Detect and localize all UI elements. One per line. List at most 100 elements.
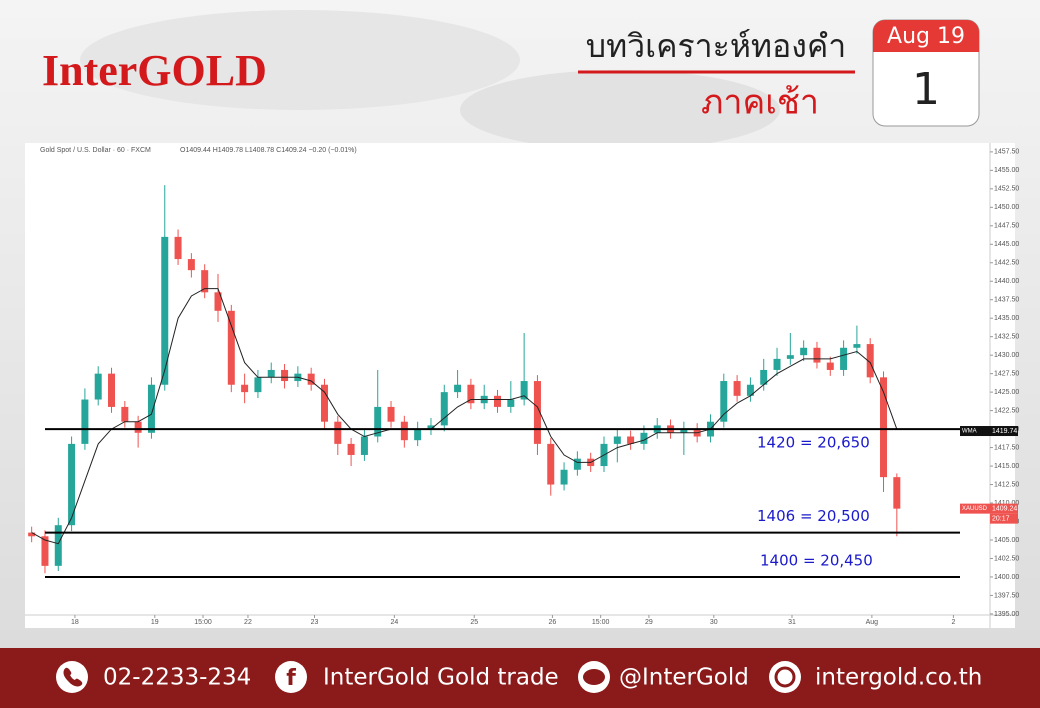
x-tick-label: 15:00	[194, 619, 212, 626]
phone-icon	[56, 661, 88, 693]
candle-body	[866, 344, 874, 378]
calendar-month: Aug 19	[887, 24, 965, 49]
candle-body	[41, 536, 49, 566]
price-tag	[960, 503, 1018, 514]
chart: Gold Spot / U.S. Dollar · 60 · FXCM O1409…	[25, 143, 1019, 628]
candle-body	[547, 443, 555, 485]
candle-body	[680, 429, 688, 433]
candle-body	[640, 432, 648, 444]
candle-body	[733, 381, 741, 396]
x-tick-label: 23	[311, 619, 319, 626]
candle-body	[400, 421, 408, 441]
y-tick-label: 1430.00	[994, 352, 1019, 359]
y-tick-label: 1442.50	[994, 260, 1019, 267]
y-tick-label: 1455.00	[994, 167, 1019, 174]
candle-body	[68, 443, 76, 526]
candle-body	[374, 406, 382, 437]
level-label: 1400 = 20,450	[760, 551, 873, 569]
candle-body	[627, 436, 635, 444]
web-icon	[769, 661, 801, 693]
candle-body	[880, 377, 888, 478]
candle-body	[773, 358, 781, 370]
x-tick-label: 31	[788, 619, 796, 626]
chart-symbol: Gold Spot / U.S. Dollar · 60 · FXCM	[40, 147, 151, 154]
candle-body	[467, 384, 475, 404]
x-tick-label: 15:00	[592, 619, 610, 626]
y-tick-label: 1450.00	[994, 204, 1019, 211]
calendar-day: 1	[912, 64, 940, 115]
candle-body	[494, 395, 502, 407]
candle-body	[760, 369, 768, 385]
y-tick-label: 1452.50	[994, 186, 1019, 193]
candle-body	[267, 369, 275, 378]
candle-body	[786, 355, 794, 359]
y-tick-label: 1437.50	[994, 297, 1019, 304]
candle-body	[414, 429, 422, 441]
y-tick-label: 1405.00	[994, 537, 1019, 544]
candle-body	[187, 259, 195, 271]
candle-body	[281, 369, 289, 382]
candle-body	[307, 373, 315, 385]
y-tick-label: 1397.50	[994, 592, 1019, 599]
footer-phone: 02-2233-234	[103, 665, 251, 691]
y-tick-label: 1445.00	[994, 241, 1019, 248]
y-tick-label: 1395.00	[994, 611, 1019, 618]
candle-body	[254, 377, 262, 393]
chart-panel	[25, 143, 1015, 628]
y-tick-label: 1435.00	[994, 315, 1019, 322]
candle-body	[454, 384, 462, 393]
candle-body	[720, 381, 728, 422]
candle-body	[334, 421, 342, 444]
candle-body	[826, 362, 834, 370]
x-tick-label: 2	[951, 619, 955, 626]
level-label: 1420 = 20,650	[757, 434, 870, 452]
y-tick-label: 1400.00	[994, 574, 1019, 581]
candle-body	[813, 347, 821, 363]
x-tick-label: 29	[645, 619, 653, 626]
candle-body	[214, 292, 222, 311]
candle-body	[746, 384, 754, 396]
y-tick-label: 1447.50	[994, 223, 1019, 230]
candle-body	[573, 458, 581, 470]
candle-body	[241, 384, 249, 393]
candle-body	[201, 270, 209, 293]
price-tag-time: 20:17	[992, 515, 1010, 522]
candle-body	[81, 399, 89, 444]
footer-website: intergold.co.th	[815, 665, 982, 691]
candle-body	[121, 406, 129, 422]
map-shape	[80, 10, 520, 110]
web-glyph	[774, 666, 796, 688]
y-tick-label: 1432.50	[994, 334, 1019, 341]
phone-glyph	[63, 667, 83, 687]
y-tick-label: 1427.50	[994, 370, 1019, 377]
price-tag	[960, 426, 1018, 437]
candle-body	[613, 436, 621, 444]
candle-body	[440, 392, 448, 426]
y-tick-label: 1417.50	[994, 444, 1019, 451]
footer-facebook: InterGold Gold trade	[323, 665, 559, 691]
candle-body	[147, 384, 155, 433]
calendar-top	[873, 20, 979, 52]
candle-body	[853, 344, 861, 348]
candle-body	[227, 310, 235, 385]
x-tick-label: 26	[549, 619, 557, 626]
candle-body	[800, 347, 808, 356]
facebook-glyph: f	[286, 666, 296, 691]
candle-body	[347, 443, 355, 455]
y-tick-label: 1415.00	[994, 463, 1019, 470]
candle-body	[507, 399, 515, 407]
chart-ohlc: O1409.44 H1409.78 L1408.78 C1409.24 −0.2…	[180, 147, 357, 154]
candle-body	[174, 236, 182, 260]
y-tick-label: 1425.00	[994, 389, 1019, 396]
candle-body	[427, 425, 435, 430]
y-tick-label: 1457.50	[994, 149, 1019, 156]
level-label: 1406 = 20,500	[757, 507, 870, 525]
candle-body	[533, 381, 541, 444]
facebook-icon	[275, 661, 307, 693]
x-tick-label: 24	[390, 619, 398, 626]
candle-body	[560, 469, 568, 485]
candle-body	[134, 421, 142, 433]
logo: InterGOLD	[42, 46, 267, 95]
candle-body	[54, 525, 62, 566]
